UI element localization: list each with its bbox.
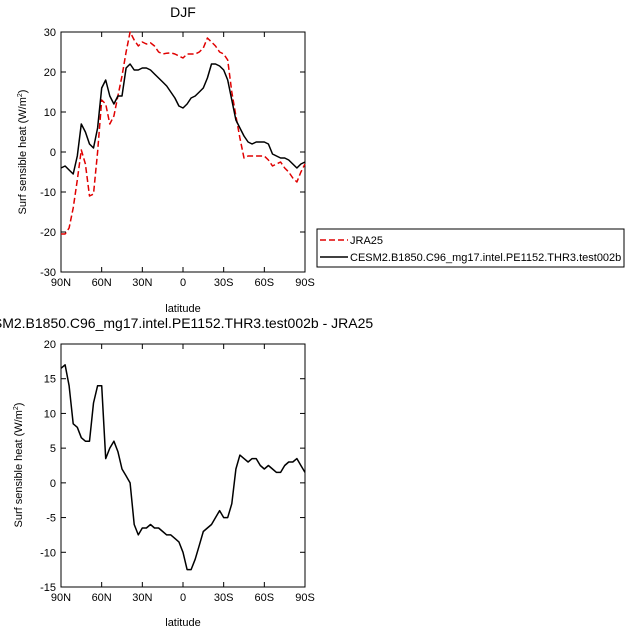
y-axis-label-close: )	[17, 90, 29, 94]
y-tick-label: -15	[40, 582, 56, 594]
y-tick-label: -30	[40, 267, 56, 279]
y-axis-label-superscript: 2	[13, 406, 20, 410]
y-tick-label: 5	[50, 443, 56, 455]
x-tick-label: 90S	[295, 592, 315, 604]
x-tick-label: 60S	[255, 277, 275, 289]
y-axis-label: Surf sensible heat (W/m2)	[13, 403, 25, 528]
y-tick-label: 30	[44, 27, 56, 39]
series-group	[60, 31, 306, 235]
y-tick-label: 15	[44, 374, 56, 386]
y-tick-label: 20	[44, 339, 56, 351]
x-tick-group: 90N 60N 30N 0 30S 60S 90S	[51, 344, 315, 604]
y-tick-label: -20	[40, 227, 56, 239]
x-tick-label: 0	[180, 277, 186, 289]
plot-area: 90N 60N 30N 0 30S 60S 90S -30 -20 -10 0 10 20 30	[40, 27, 315, 289]
x-tick-label: 90N	[51, 277, 71, 289]
y-tick-label: 10	[44, 408, 56, 420]
y-axis-label-text: Surf sensible heat (W/m	[17, 97, 29, 214]
legend: JRA25 CESM2.B1850.C96_mg17.intel.PE1152.…	[316, 228, 625, 268]
y-tick-label: 10	[44, 107, 56, 119]
x-axis-label: latitude	[165, 303, 200, 315]
series-line-cesm2	[60, 63, 306, 175]
legend-label-jra25: JRA25	[350, 235, 383, 247]
x-tick-label: 90N	[51, 592, 71, 604]
panel-difference: SM2.B1850.C96_mg17.intel.PE1152.THR3.tes…	[0, 315, 373, 629]
y-axis-label: Surf sensible heat (W/m2)	[17, 90, 29, 215]
x-tick-label: 30N	[132, 277, 152, 289]
y-tick-label: 0	[50, 147, 56, 159]
x-tick-label: 30N	[132, 592, 152, 604]
x-tick-label: 30S	[214, 277, 234, 289]
y-axis-label-close: )	[13, 403, 25, 407]
y-tick-label: -10	[40, 187, 56, 199]
x-tick-label: 0	[180, 592, 186, 604]
legend-box	[316, 228, 625, 268]
y-tick-group: -30 -20 -10 0 10 20 30	[40, 27, 305, 279]
y-tick-label: 0	[50, 478, 56, 490]
chart-title: DJF	[170, 4, 196, 20]
x-tick-group: 90N 60N 30N 0 30S 60S 90S	[51, 32, 315, 289]
y-axis-label-text: Surf sensible heat (W/m	[13, 410, 25, 527]
plot-area: 90N 60N 30N 0 30S 60S 90S -15 -10 -5 0 5 10 15 20	[40, 339, 315, 604]
y-tick-label: 20	[44, 67, 56, 79]
series-line-difference	[60, 364, 306, 571]
x-tick-label: 30S	[214, 592, 234, 604]
chart-title: SM2.B1850.C96_mg17.intel.PE1152.THR3.tes…	[0, 315, 373, 331]
y-axis-label-superscript: 2	[17, 93, 24, 97]
x-tick-label: 90S	[295, 277, 315, 289]
panel-djf: DJF 90N 60N 30N 0 30S 60S 90S -30 -20 -10 0 10 20 30…	[17, 4, 315, 315]
y-tick-label: -10	[40, 547, 56, 559]
series-group	[60, 364, 306, 571]
x-tick-label: 60N	[92, 277, 112, 289]
x-tick-label: 60S	[255, 592, 275, 604]
y-tick-group: -15 -10 -5 0 5 10 15 20	[40, 339, 305, 594]
x-tick-label: 60N	[92, 592, 112, 604]
legend-label-cesm2: CESM2.B1850.C96_mg17.intel.PE1152.THR3.t…	[350, 252, 621, 264]
x-axis-label: latitude	[165, 617, 200, 629]
y-tick-label: -5	[46, 513, 56, 525]
series-line-jra25	[61, 31, 306, 235]
